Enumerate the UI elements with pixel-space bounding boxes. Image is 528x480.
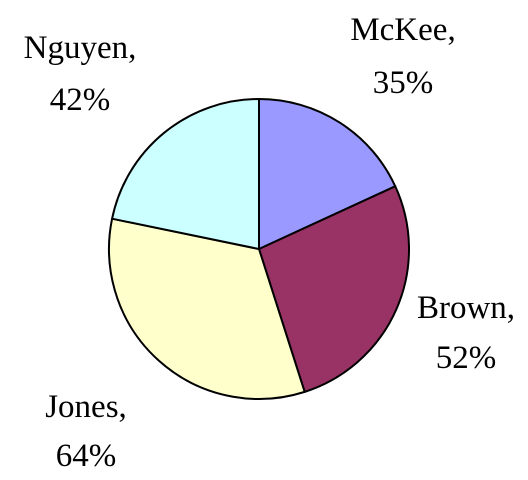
data-label-jones-value: 64%	[56, 438, 117, 474]
svg-text:Nguyen,: Nguyen,	[24, 30, 137, 66]
data-label-nguyen-value: 42%	[50, 82, 111, 118]
data-label-brown-name: Brown	[417, 290, 507, 326]
data-label-brown-comma: ,	[507, 290, 515, 326]
data-label-nguyen-name: Nguyen	[24, 30, 128, 66]
pie-slice-mckee	[258, 98, 397, 250]
svg-text:Jones,: Jones,	[45, 389, 127, 425]
pie-slices	[107, 98, 410, 400]
data-label-jones: Jones, 64%	[45, 389, 127, 474]
svg-text:McKee,: McKee,	[350, 12, 455, 48]
svg-text:Brown,: Brown,	[417, 290, 515, 326]
pie-slice-nguyen	[111, 98, 260, 250]
data-label-mckee-name: McKee	[350, 12, 447, 48]
data-label-jones-name: Jones	[45, 389, 118, 425]
data-label-brown-value: 52%	[436, 340, 497, 376]
data-label-mckee: McKee, 35%	[350, 12, 455, 101]
data-label-nguyen: Nguyen, 42%	[24, 30, 137, 118]
data-label-mckee-comma: ,	[447, 12, 455, 48]
pie-slice-jones	[107, 217, 306, 400]
pie-slice-brown	[258, 185, 410, 393]
data-label-jones-comma: ,	[119, 389, 127, 425]
data-label-brown: Brown, 52%	[417, 290, 515, 376]
data-label-mckee-value: 35%	[373, 65, 434, 101]
data-label-nguyen-comma: ,	[128, 30, 136, 66]
